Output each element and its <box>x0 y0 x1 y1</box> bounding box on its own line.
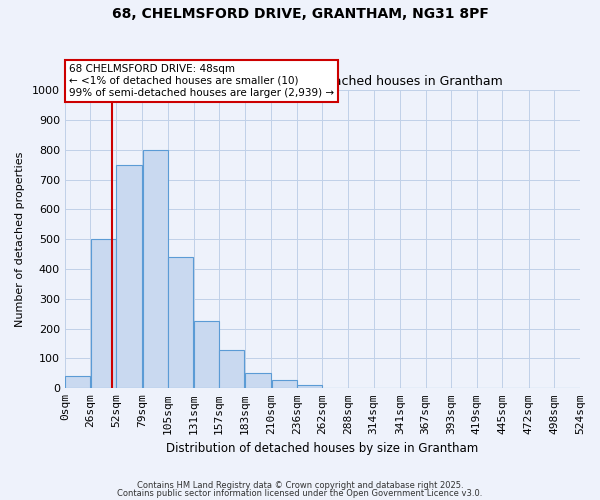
Text: Contains public sector information licensed under the Open Government Licence v3: Contains public sector information licen… <box>118 489 482 498</box>
Text: Contains HM Land Registry data © Crown copyright and database right 2025.: Contains HM Land Registry data © Crown c… <box>137 480 463 490</box>
Bar <box>245 374 271 388</box>
Bar <box>297 384 322 388</box>
Bar <box>91 239 116 388</box>
X-axis label: Distribution of detached houses by size in Grantham: Distribution of detached houses by size … <box>166 442 479 455</box>
Bar <box>272 380 296 388</box>
Bar <box>194 321 219 388</box>
Bar <box>65 376 90 388</box>
Text: 68 CHELMSFORD DRIVE: 48sqm
← <1% of detached houses are smaller (10)
99% of semi: 68 CHELMSFORD DRIVE: 48sqm ← <1% of deta… <box>69 64 334 98</box>
Bar <box>143 150 168 388</box>
Bar <box>116 164 142 388</box>
Bar <box>168 257 193 388</box>
Text: 68, CHELMSFORD DRIVE, GRANTHAM, NG31 8PF: 68, CHELMSFORD DRIVE, GRANTHAM, NG31 8PF <box>112 8 488 22</box>
Title: Size of property relative to detached houses in Grantham: Size of property relative to detached ho… <box>142 74 503 88</box>
Y-axis label: Number of detached properties: Number of detached properties <box>15 152 25 327</box>
Bar <box>220 350 244 389</box>
